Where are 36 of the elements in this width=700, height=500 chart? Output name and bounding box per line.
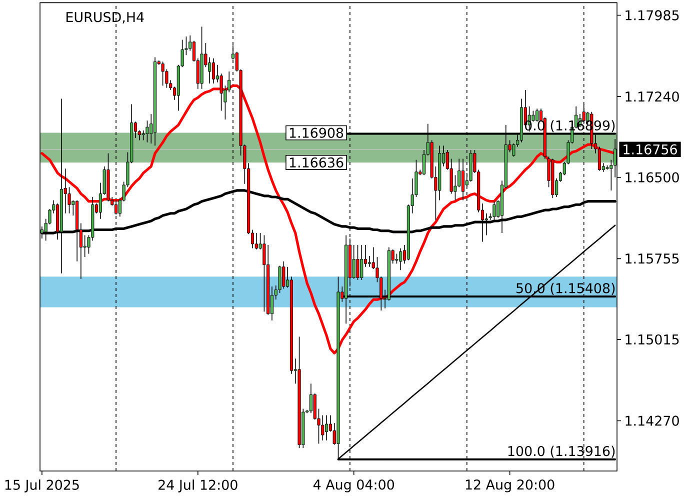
candlestick: [368, 256, 371, 268]
candlestick: [360, 244, 364, 280]
candlestick: [161, 61, 164, 86]
candlestick: [352, 244, 356, 280]
y-tick-label: 1.17985: [626, 10, 679, 20]
x-tick-label: 12 Aug 20:00: [466, 480, 554, 492]
ref-line-label: 1.16756: [624, 144, 677, 154]
candlestick: [262, 234, 266, 312]
candlestick: [254, 232, 258, 250]
series-label: 100.0 (1.13916): [508, 446, 615, 458]
annotation: 1.16636: [290, 157, 344, 168]
x-tick-label: 24 Jul 12:00: [158, 480, 238, 492]
candlestick: [461, 158, 465, 201]
candlestick: [212, 58, 216, 84]
candlestick: [356, 244, 360, 280]
annotation: 1.16908: [290, 128, 344, 138]
y-tick-label: 1.14270: [626, 416, 679, 426]
candlestick: [395, 253, 398, 264]
y-tick-label: 1.15755: [626, 254, 679, 264]
y-tick-label: 1.17240: [626, 91, 679, 102]
candlestick: [325, 414, 328, 441]
candlestick: [142, 130, 145, 141]
x-tick-label: 4 Aug 04:00: [313, 480, 394, 492]
candlestick: [146, 120, 149, 143]
y-tick-label: 1.15015: [626, 334, 679, 345]
candlestick: [458, 158, 461, 188]
candlestick: [492, 200, 496, 222]
candlestick: [208, 56, 212, 84]
candlestick: [282, 260, 286, 290]
y-tick-label: 1.16500: [626, 172, 679, 182]
candlestick: [321, 414, 324, 441]
text: EURUSD,H4: [66, 12, 144, 24]
candlestick: [399, 248, 402, 271]
candlestick: [598, 146, 601, 172]
x-tick-label: 15 Jul 2025: [5, 480, 79, 492]
candlestick: [68, 186, 71, 214]
